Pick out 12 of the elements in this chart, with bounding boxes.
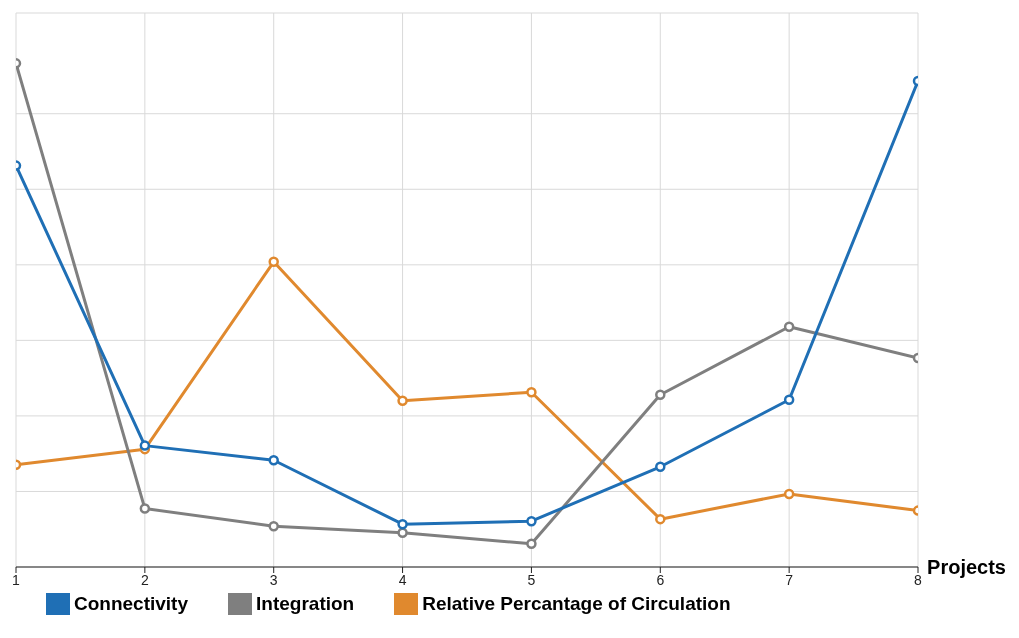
legend-label: Relative Percantage of Circulation [422, 593, 731, 615]
legend-label: Integration [256, 593, 355, 615]
x-tick-label: 7 [785, 571, 794, 588]
x-axis-title: Projects [927, 556, 1006, 579]
x-tick-label: 3 [269, 571, 278, 588]
x-tick-label: 4 [398, 571, 407, 588]
x-tick-label: 1 [12, 571, 21, 588]
x-tick-label: 6 [656, 571, 665, 588]
x-tick-label: 2 [140, 571, 149, 588]
x-tick-label: 8 [914, 571, 923, 588]
legend-label: Connectivity [74, 593, 189, 615]
x-tick-label: 5 [527, 571, 536, 588]
